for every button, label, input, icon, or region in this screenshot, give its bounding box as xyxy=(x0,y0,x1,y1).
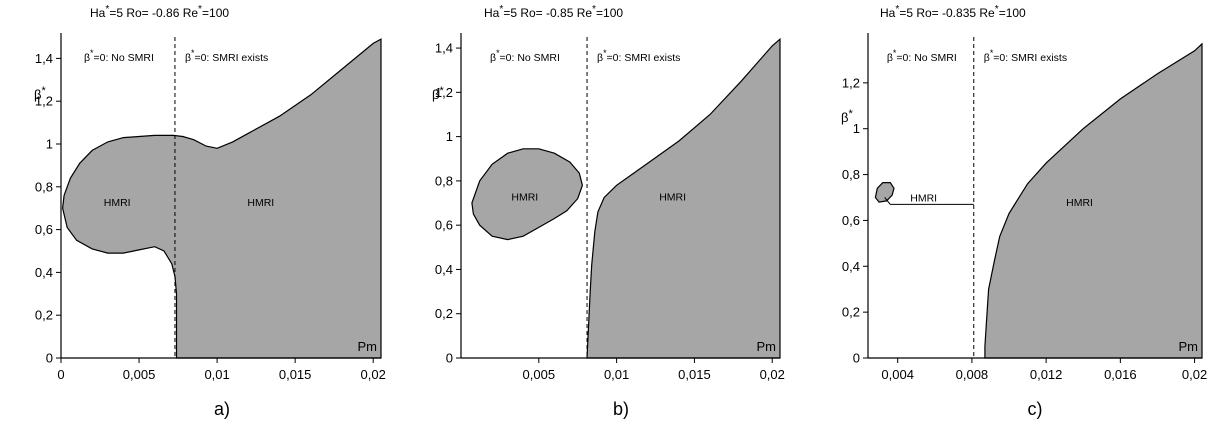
x-tick-label: 0,005 xyxy=(523,367,556,382)
chart-panel-a: 0 0,2 0,4 0,6 0,8 1 1,2 1,4 0 0,005 0,01 0,015 0,02 H… xyxy=(34,4,386,419)
y-tick-label: 1 xyxy=(446,129,453,144)
region-label-hmri: HMRI xyxy=(1066,197,1093,209)
annotation-smri-exists: β*=0: SMRI exists xyxy=(597,48,680,64)
y-tick-label: 1,2 xyxy=(842,75,860,90)
y-tick-label: 0 xyxy=(46,351,53,366)
x-axis-label: Pm xyxy=(358,339,378,354)
hmri-pointer-line xyxy=(884,197,974,205)
x-tick-label: 0,016 xyxy=(1104,367,1137,382)
region-label-hmri: HMRI xyxy=(247,197,274,209)
y-tick-label: 1,4 xyxy=(435,41,453,56)
instability-region xyxy=(874,182,895,203)
chart-title: Ha*=5 Ro= -0.86 Re*=100 xyxy=(90,4,229,20)
x-tick-label: 0,02 xyxy=(1182,367,1207,382)
x-tick-label: 0,008 xyxy=(956,367,989,382)
y-tick-label: 0,4 xyxy=(842,259,860,274)
y-tick-label: 0,4 xyxy=(435,262,453,277)
y-axis-label: β* xyxy=(34,85,46,102)
x-tick-label: 0 xyxy=(57,367,64,382)
chart-panel-b: 0 0,2 0,4 0,6 0,8 1 1,2 1,4 0,005 0,01 0,015 0,02 Ha… xyxy=(432,4,785,419)
y-tick-label: 0,4 xyxy=(35,265,53,280)
y-tick-label: 0 xyxy=(853,351,860,366)
region-label-hmri: HMRI xyxy=(511,191,538,203)
y-tick-label: 1,2 xyxy=(35,94,53,109)
y-tick-label: 1 xyxy=(46,137,53,152)
instability-region xyxy=(471,148,584,241)
chart-title: Ha*=5 Ro= -0.835 Re*=100 xyxy=(880,4,1026,20)
x-tick-label: 0,02 xyxy=(760,367,785,382)
y-tick-label: 1,4 xyxy=(35,51,53,66)
y-tick-label: 0,8 xyxy=(435,173,453,188)
annotation-no-smri: β*=0: No SMRI xyxy=(887,48,957,64)
y-tick-label: 0,6 xyxy=(842,213,860,228)
x-tick-label: 0,01 xyxy=(604,367,629,382)
x-tick-label: 0,005 xyxy=(123,367,156,382)
y-tick-label: 0,6 xyxy=(435,218,453,233)
panel-caption: c) xyxy=(1028,399,1043,419)
chart-panel-c: 0 0,2 0,4 0,6 0,8 1 1,2 0,004 0,008 0,012 0,016 0,0… xyxy=(841,4,1207,419)
y-axis-label: β* xyxy=(841,108,853,125)
annotation-no-smri: β*=0: No SMRI xyxy=(490,48,560,64)
y-tick-label: 0,6 xyxy=(35,222,53,237)
y-tick-label: 1,2 xyxy=(435,85,453,100)
y-tick-label: 0,8 xyxy=(35,179,53,194)
y-tick-label: 0,8 xyxy=(842,167,860,182)
x-tick-label: 0,01 xyxy=(204,367,229,382)
x-axis-label: Pm xyxy=(1179,339,1199,354)
instability-region xyxy=(61,38,382,359)
panel-caption: a) xyxy=(214,399,230,419)
region-label-hmri: HMRI xyxy=(910,193,937,205)
x-tick-label: 0,004 xyxy=(881,367,914,382)
y-tick-label: 1 xyxy=(853,121,860,136)
annotation-smri-exists: β*=0: SMRI exists xyxy=(185,48,268,64)
panel-caption: b) xyxy=(613,399,629,419)
annotation-smri-exists: β*=0: SMRI exists xyxy=(984,48,1067,64)
x-tick-label: 0,015 xyxy=(279,367,312,382)
instability-region xyxy=(984,42,1203,359)
y-tick-label: 0 xyxy=(446,351,453,366)
y-tick-label: 0,2 xyxy=(35,308,53,323)
instability-region xyxy=(586,37,781,359)
y-tick-label: 0,2 xyxy=(435,306,453,321)
x-tick-label: 0,02 xyxy=(361,367,386,382)
x-axis-label: Pm xyxy=(757,339,777,354)
x-tick-label: 0,015 xyxy=(678,367,711,382)
region-label-hmri: HMRI xyxy=(104,197,131,209)
region-label-hmri: HMRI xyxy=(659,191,686,203)
chart-title: Ha*=5 Ro= -0.85 Re*=100 xyxy=(484,4,623,20)
y-tick-label: 0,2 xyxy=(842,305,860,320)
x-tick-label: 0,012 xyxy=(1030,367,1063,382)
annotation-no-smri: β*=0: No SMRI xyxy=(84,48,154,64)
y-axis-label: β* xyxy=(432,85,444,102)
